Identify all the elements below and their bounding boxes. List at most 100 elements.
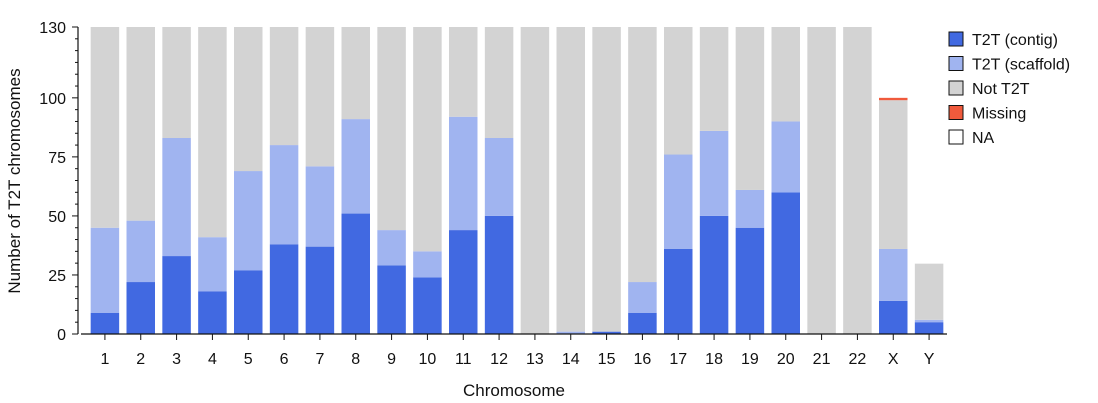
axes-layer: 1 2 3 4 5 6 7 8 9 10 11 12 13 14 15 16 17 18 19 20 21 22 X Y025… (39, 20, 947, 368)
x-tick-label-9: 9 (387, 351, 396, 368)
x-tick-label-7: 7 (315, 351, 324, 368)
bar-segment-t2t-contig-chr-5 (234, 270, 263, 334)
bar-segment-t2t-scaffold-chr-18 (699, 130, 729, 216)
bar-segment-t2t-contig-chr-6 (269, 244, 299, 334)
bar-segment-t2t-scaffold-chr-4 (198, 237, 227, 292)
x-tick-label-14: 14 (562, 351, 580, 368)
bar-segment-t2t-scaffold-chr-16 (628, 282, 657, 313)
bar-segment-t2t-contig-chr-4 (198, 291, 227, 334)
bar-segment-t2t-contig-chr-8 (341, 213, 370, 334)
legend-swatch-na (948, 129, 964, 145)
bar-segment-not-t2t-chr-10 (413, 27, 442, 252)
x-tick-label-5: 5 (244, 351, 253, 368)
y-tick-label-75: 75 (48, 150, 66, 167)
bar-segment-t2t-scaffold-chr-9 (377, 230, 406, 266)
bar-segment-not-t2t-chr-22 (843, 27, 872, 334)
bar-segment-t2t-scaffold-chr-3 (162, 137, 191, 257)
bars-layer (90, 26, 944, 334)
x-tick-label-12: 12 (490, 351, 508, 368)
legend: T2T (contig) T2T (scaffold) Not T2T Missing… (948, 31, 1070, 147)
bar-segment-t2t-scaffold-chr-6 (269, 145, 299, 245)
x-tick-label-2: 2 (136, 351, 145, 368)
bar-segment-not-t2t-chr-18 (699, 27, 729, 131)
x-tick-label-1: 1 (100, 351, 109, 368)
bar-segment-t2t-scaffold-chr-X (879, 248, 908, 301)
bar-segment-t2t-contig-chr-19 (735, 227, 765, 334)
bar-segment-not-t2t-chr-14 (556, 27, 585, 332)
x-tick-label-11: 11 (455, 351, 472, 368)
legend-swatch-not-t2t (948, 80, 964, 96)
x-tick-label-8: 8 (351, 351, 360, 368)
x-tick-label-16: 16 (634, 351, 652, 368)
bar-segment-t2t-scaffold-chr-5 (234, 171, 263, 271)
bar-segment-t2t-scaffold-chr-7 (305, 166, 335, 247)
x-tick-label-22: 22 (849, 351, 867, 368)
bar-segment-t2t-contig-chr-Y (914, 322, 944, 334)
bar-segment-t2t-contig-chr-18 (699, 215, 729, 334)
legend-swatch-t2t-contig (948, 31, 964, 47)
bar-segment-not-t2t-chr-16 (628, 27, 657, 283)
bar-segment-missing-chr-X (879, 97, 908, 101)
bar-segment-t2t-scaffold-chr-20 (771, 121, 800, 193)
y-tick-label-0: 0 (57, 327, 66, 344)
bar-segment-t2t-scaffold-chr-8 (341, 119, 370, 214)
y-tick-label-130: 130 (39, 20, 66, 37)
bar-segment-not-t2t-chr-1 (90, 27, 120, 228)
bar-segment-not-t2t-chr-3 (162, 27, 191, 138)
bar-segment-not-t2t-chr-5 (234, 27, 263, 172)
y-tick-label-50: 50 (48, 209, 66, 226)
bar-segment-not-t2t-chr-4 (198, 27, 227, 238)
legend-label-t2t-contig: T2T (contig) (972, 32, 1058, 49)
bar-segment-not-t2t-chr-6 (269, 27, 299, 146)
bar-segment-t2t-contig-chr-9 (377, 265, 406, 334)
bar-segment-t2t-contig-chr-7 (305, 246, 335, 334)
legend-label-not-t2t: Not T2T (972, 81, 1030, 98)
bar-segment-not-t2t-chr-7 (305, 27, 335, 167)
bar-segment-t2t-contig-chr-16 (628, 312, 657, 334)
bar-segment-na-chr-Y (914, 26, 944, 264)
x-tick-label-X: X (888, 351, 899, 368)
bar-segment-t2t-contig-chr-X (879, 300, 908, 334)
bar-segment-t2t-contig-chr-10 (413, 277, 442, 334)
bar-segment-not-t2t-chr-X (879, 100, 908, 249)
x-tick-label-19: 19 (741, 351, 759, 368)
x-tick-label-10: 10 (419, 351, 437, 368)
bar-segment-not-t2t-chr-19 (735, 27, 765, 190)
bar-segment-t2t-scaffold-chr-Y (914, 319, 944, 323)
legend-swatch-t2t-scaffold (948, 56, 964, 71)
bar-segment-not-t2t-chr-Y (914, 263, 944, 320)
bar-segment-t2t-scaffold-chr-2 (126, 220, 155, 283)
bar-segment-not-t2t-chr-12 (484, 27, 514, 138)
x-tick-label-6: 6 (280, 351, 289, 368)
bar-segment-not-t2t-chr-11 (449, 27, 478, 117)
bar-segment-not-t2t-chr-21 (807, 27, 836, 334)
bar-segment-not-t2t-chr-15 (592, 27, 621, 332)
bar-segment-t2t-scaffold-chr-17 (664, 154, 693, 249)
x-tick-label-Y: Y (924, 351, 935, 368)
x-tick-label-21: 21 (813, 351, 831, 368)
bar-segment-t2t-scaffold-chr-11 (449, 116, 478, 231)
legend-swatch-missing (948, 105, 964, 120)
bar-segment-t2t-scaffold-chr-14 (556, 331, 585, 334)
x-tick-label-13: 13 (526, 351, 544, 368)
bar-segment-not-t2t-chr-8 (341, 27, 370, 120)
bar-segment-t2t-contig-chr-15 (592, 331, 621, 334)
y-axis-title: Number of T2T chromosomes (5, 68, 24, 293)
bar-segment-not-t2t-chr-20 (771, 27, 800, 122)
x-tick-label-3: 3 (172, 351, 181, 368)
bar-segment-t2t-contig-chr-20 (771, 192, 800, 334)
y-tick-label-100: 100 (39, 91, 66, 108)
legend-label-na: NA (972, 130, 995, 147)
x-tick-label-15: 15 (598, 351, 616, 368)
bar-segment-t2t-contig-chr-17 (664, 248, 693, 334)
legend-label-t2t-scaffold: T2T (scaffold) (972, 57, 1070, 74)
bar-segment-t2t-contig-chr-2 (126, 282, 155, 334)
bar-segment-t2t-scaffold-chr-10 (413, 251, 442, 278)
bar-segment-t2t-contig-chr-1 (90, 312, 120, 334)
x-tick-label-17: 17 (669, 351, 687, 368)
x-tick-label-18: 18 (705, 351, 723, 368)
bar-segment-not-t2t-chr-2 (126, 27, 155, 221)
x-axis-title: Chromosome (463, 381, 565, 400)
bar-segment-not-t2t-chr-17 (664, 27, 693, 155)
